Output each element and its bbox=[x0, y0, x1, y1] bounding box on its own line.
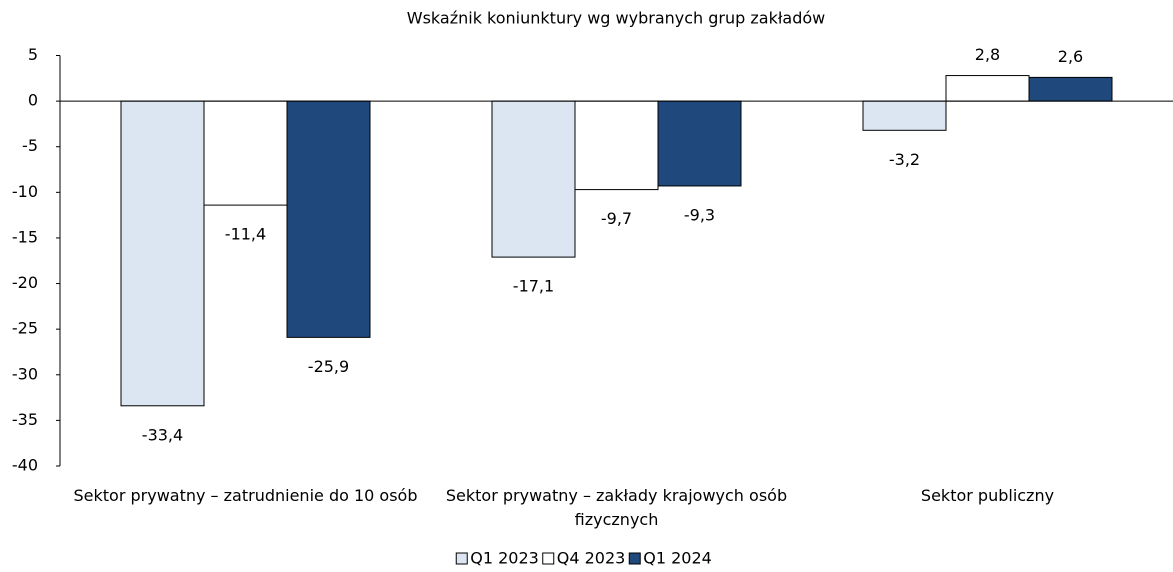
legend-swatch bbox=[455, 552, 468, 565]
chart-title: Wskaźnik koniunktury wg wybranych grup z… bbox=[407, 9, 825, 28]
bar bbox=[203, 100, 288, 206]
y-tick-label: -15 bbox=[12, 227, 38, 246]
value-label: -9,7 bbox=[601, 209, 632, 228]
bar bbox=[491, 100, 576, 258]
bar bbox=[945, 75, 1030, 102]
value-label: -25,9 bbox=[308, 357, 349, 376]
x-tick-label: Sektor publiczny bbox=[920, 486, 1055, 505]
y-tick-label: -5 bbox=[22, 136, 38, 155]
y-tick-label: -25 bbox=[12, 319, 38, 338]
x-tick-label: Sektor prywatny – zakłady krajowych osób… bbox=[445, 486, 788, 529]
y-tick-label: -35 bbox=[12, 410, 38, 429]
legend-label: Q1 2023 bbox=[470, 549, 539, 568]
value-label: -3,2 bbox=[889, 150, 920, 169]
bar bbox=[286, 100, 371, 338]
value-label: 2,6 bbox=[1058, 47, 1083, 66]
bar bbox=[657, 100, 742, 187]
value-label: -9,3 bbox=[684, 205, 715, 224]
legend-swatch bbox=[628, 552, 641, 565]
y-tick-label: 0 bbox=[28, 91, 38, 110]
bar bbox=[120, 100, 205, 407]
value-label: -11,4 bbox=[225, 225, 266, 244]
x-tick-label: Sektor prywatny – zatrudnienie do 10 osó… bbox=[73, 486, 418, 505]
bar bbox=[862, 100, 947, 131]
legend-label: Q1 2024 bbox=[643, 549, 712, 568]
y-tick-label: -20 bbox=[12, 273, 38, 292]
y-tick-label: -10 bbox=[12, 182, 38, 201]
bar bbox=[1028, 76, 1113, 102]
y-tick-label: -30 bbox=[12, 364, 38, 383]
bar bbox=[574, 100, 659, 191]
value-label: 2,8 bbox=[975, 45, 1000, 64]
legend-label: Q4 2023 bbox=[557, 549, 626, 568]
y-tick-label: -40 bbox=[12, 456, 38, 475]
value-label: -17,1 bbox=[513, 277, 554, 296]
y-tick-label: 5 bbox=[28, 45, 38, 64]
legend-swatch bbox=[542, 552, 555, 565]
value-label: -33,4 bbox=[142, 425, 183, 444]
